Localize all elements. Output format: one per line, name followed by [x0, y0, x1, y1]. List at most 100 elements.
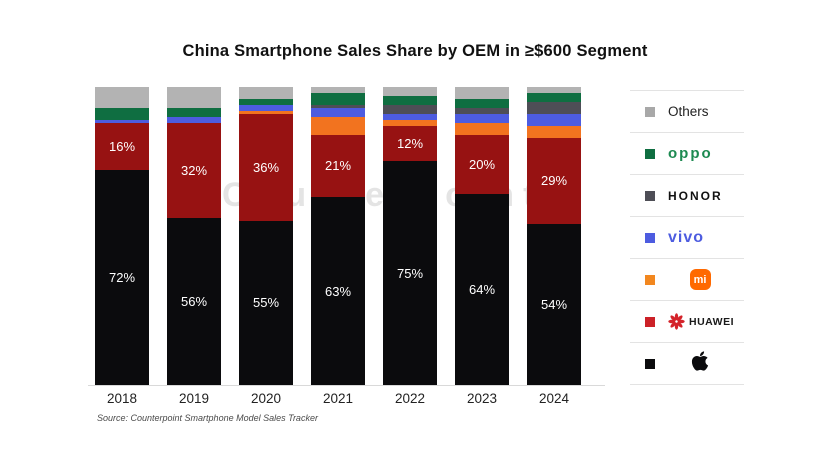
bar-2022: 12% 75%	[383, 87, 437, 385]
x-axis-label-2021: 2021	[322, 391, 354, 406]
segment-mi-2021	[311, 116, 365, 135]
segment-apple-2021: 63%	[311, 197, 365, 385]
segment-mi-2024	[527, 125, 581, 138]
segment-others-2023	[455, 87, 509, 99]
bar-2021: 21% 63%	[311, 87, 365, 385]
segment-apple-2024: 54%	[527, 224, 581, 385]
bar-2018: 16% 72%	[95, 87, 149, 385]
segment-others-2022	[383, 87, 437, 96]
legend-item-oppo: oppo	[630, 132, 744, 174]
legend-text-vivo: vivo	[668, 228, 705, 246]
legend-text-oppo: oppo	[668, 145, 713, 162]
segment-others-2021	[311, 87, 365, 93]
segment-honor-2021	[311, 104, 365, 108]
legend-text-huawei: HUAWEI	[689, 315, 734, 328]
segment-value-label: 63%	[324, 283, 352, 299]
segment-mi-2020	[239, 110, 293, 114]
segment-value-label: 36%	[252, 159, 280, 175]
segment-value-label: 55%	[252, 295, 280, 311]
segment-value-label: 72%	[108, 270, 136, 286]
legend-text-others: Others	[668, 104, 709, 119]
segment-others-2020	[239, 87, 293, 99]
legend-swatch-others	[645, 106, 655, 117]
segment-others-2018	[95, 87, 149, 108]
segment-vivo-2019	[167, 116, 221, 123]
huawei-flower-icon	[668, 313, 685, 330]
segment-huawei-2024: 29%	[527, 137, 581, 225]
legend-label-honor: HONOR	[668, 189, 744, 203]
legend-label-vivo: vivo	[668, 229, 744, 247]
segment-honor-2022	[383, 104, 437, 114]
segment-value-label: 21%	[324, 158, 352, 174]
x-axis-label-2024: 2024	[538, 391, 570, 406]
bar-2024: 29% 54%	[527, 87, 581, 385]
legend-text-honor: HONOR	[668, 188, 723, 203]
segment-huawei-2023: 20%	[455, 134, 509, 195]
segment-huawei-2019: 32%	[167, 122, 221, 219]
segment-others-2019	[167, 87, 221, 108]
huawei-flower-icon	[668, 313, 685, 330]
legend-label-others: Others	[668, 104, 744, 119]
legend-swatch-oppo	[645, 148, 655, 159]
segment-oppo-2023	[455, 98, 509, 108]
x-axis-label-2019: 2019	[178, 391, 210, 406]
source-note: Source: Counterpoint Smartphone Model Sa…	[97, 413, 318, 423]
x-axis-line	[88, 385, 605, 386]
segment-oppo-2019	[167, 107, 221, 117]
legend-item-vivo: vivo	[630, 216, 744, 258]
segment-honor-2023	[455, 107, 509, 114]
x-axis-label-2018: 2018	[106, 391, 138, 406]
segment-vivo-2024	[527, 113, 581, 126]
segment-apple-2018: 72%	[95, 170, 149, 385]
legend-swatch-huawei	[645, 316, 655, 327]
legend-label-apple	[668, 350, 744, 377]
segment-huawei-2018: 16%	[95, 122, 149, 171]
bar-2020: 36% 55%	[239, 87, 293, 385]
x-axis-label-2022: 2022	[394, 391, 426, 406]
legend-swatch-mi	[645, 274, 655, 285]
legend-swatch-vivo	[645, 232, 655, 243]
segment-vivo-2022	[383, 113, 437, 120]
legend-swatch-apple	[645, 358, 655, 369]
segment-oppo-2024	[527, 92, 581, 102]
legend: Others oppo HONOR vivo mi HUAWEI	[630, 90, 744, 385]
segment-huawei-2021: 21%	[311, 134, 365, 198]
legend-item-honor: HONOR	[630, 174, 744, 216]
legend-item-apple	[630, 342, 744, 385]
legend-item-huawei: HUAWEI	[630, 300, 744, 342]
segment-apple-2020: 55%	[239, 221, 293, 385]
segment-value-label: 75%	[396, 265, 424, 281]
xiaomi-logo-icon: mi	[689, 269, 711, 290]
bar-2023: 20% 64%	[455, 87, 509, 385]
segment-oppo-2020	[239, 98, 293, 105]
segment-value-label: 32%	[180, 162, 208, 178]
segment-value-label: 64%	[468, 282, 496, 298]
segment-value-label: 29%	[540, 173, 568, 189]
segment-oppo-2018	[95, 107, 149, 120]
x-axis-labels: 2018 2019 2020 2021 2022 2023 2024	[95, 391, 581, 406]
segment-mi-2022	[383, 119, 437, 126]
segment-others-2024	[527, 87, 581, 93]
segment-oppo-2022	[383, 95, 437, 105]
segment-value-label: 20%	[468, 156, 496, 172]
bar-2019: 32% 56%	[167, 87, 221, 385]
segment-vivo-2021	[311, 107, 365, 117]
legend-label-mi: mi	[668, 269, 744, 290]
segment-vivo-2023	[455, 113, 509, 123]
segment-honor-2024	[527, 101, 581, 114]
segment-oppo-2021	[311, 92, 365, 105]
legend-label-oppo: oppo	[668, 145, 744, 162]
segment-huawei-2020: 36%	[239, 113, 293, 222]
segment-mi-2023	[455, 122, 509, 135]
segment-value-label: 54%	[540, 296, 568, 312]
segment-apple-2022: 75%	[383, 161, 437, 385]
legend-label-huawei: HUAWEI	[668, 313, 744, 330]
segment-huawei-2022: 12%	[383, 125, 437, 162]
stacked-bar-plot: 16% 72% 32% 56% 36% 55% 21% 63% 12% 75% 20% 64% 29% 5…	[95, 87, 581, 385]
segment-vivo-2020	[239, 104, 293, 111]
legend-swatch-honor	[645, 190, 655, 201]
segment-value-label: 16%	[108, 139, 136, 155]
chart-title: China Smartphone Sales Share by OEM in ≥…	[182, 42, 648, 60]
legend-item-mi: mi	[630, 258, 744, 300]
